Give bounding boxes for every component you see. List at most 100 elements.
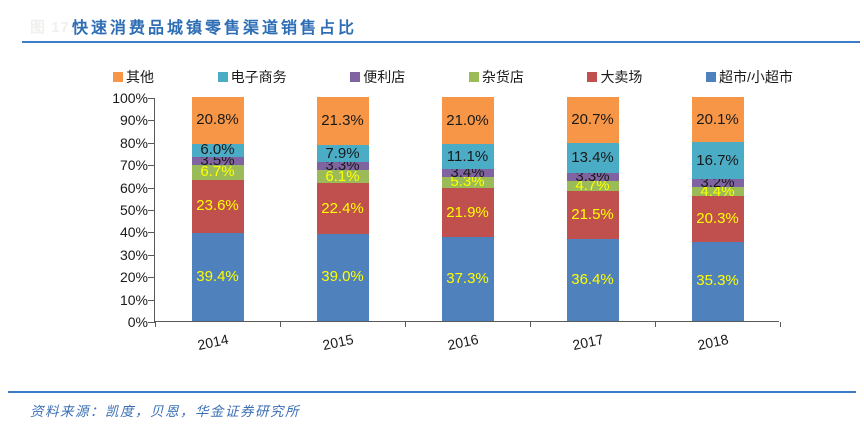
- data-label: 20.1%: [696, 110, 739, 128]
- data-label: 21.0%: [446, 111, 489, 129]
- legend-item: 超市/小超市: [706, 67, 793, 87]
- stacked-bar: 35.3% 20.3% 4.4% 3.2% 16.7% 20.1%: [691, 97, 744, 321]
- bar-segment-大卖场: 22.4%: [316, 183, 369, 234]
- data-label: 39.0%: [321, 268, 364, 286]
- y-axis-tick: [148, 322, 155, 323]
- y-tick-label: 80%: [119, 134, 148, 151]
- bar-segment-电子商务: 13.4%: [566, 143, 619, 174]
- legend-swatch-icon: [706, 72, 717, 82]
- x-axis-tick: [530, 322, 531, 327]
- data-label: 5.3%: [450, 173, 485, 191]
- x-tick-label: 2014: [195, 330, 230, 354]
- data-label: 35.3%: [696, 272, 739, 290]
- x-tick-label: 2017: [570, 330, 605, 354]
- x-axis-tick: [280, 322, 281, 327]
- legend-item-label: 电子商务: [230, 69, 287, 85]
- chart-legend: 其他 电子商务 便利店 杂货店 大卖场 超市/小超市: [113, 67, 793, 87]
- bar-segment-超市/小超市: 39.4%: [191, 232, 244, 321]
- y-tick-label: 30%: [119, 246, 148, 263]
- y-tick-label: 50%: [119, 202, 148, 218]
- y-axis-tick: [148, 120, 155, 122]
- title-divider: [22, 41, 860, 43]
- data-label: 6.1%: [325, 167, 360, 185]
- bar-segment-电子商务: 16.7%: [691, 142, 744, 180]
- data-label: 11.1%: [446, 147, 489, 165]
- bar-segment-杂货店: 5.3%: [441, 173, 494, 191]
- bar-segment-超市/小超市: 39.0%: [316, 233, 369, 321]
- bar-segment-超市/小超市: 35.3%: [691, 241, 744, 321]
- x-axis-tick: [155, 322, 156, 327]
- y-tick-label: 40%: [119, 224, 148, 241]
- legend-item: 便利店: [350, 67, 405, 87]
- data-label: 39.4%: [196, 267, 239, 285]
- y-tick-label: 100%: [112, 90, 148, 106]
- legend-item-label: 其他: [126, 69, 154, 85]
- legend-swatch-icon: [113, 72, 123, 82]
- legend-swatch-icon: [587, 72, 598, 82]
- bar-segment-便利店: 3.2%: [691, 175, 744, 191]
- legend-item-label: 大卖场: [600, 69, 643, 85]
- stacked-bar: 39.4% 23.6% 6.7% 3.5% 6.0% 20.8%: [191, 97, 244, 321]
- figure-number: 图 17:: [30, 19, 76, 36]
- bar-segment-电子商务: 7.9%: [316, 144, 369, 163]
- y-axis-tick: [148, 210, 155, 211]
- bar-segment-便利店: 3.3%: [316, 158, 369, 174]
- y-tick-label: 70%: [119, 157, 148, 174]
- data-label: 21.3%: [321, 111, 364, 129]
- y-tick-label: 10%: [119, 291, 148, 308]
- data-label: 7.9%: [325, 144, 360, 162]
- bar-segment-便利店: 3.4%: [441, 164, 494, 180]
- data-label: 23.6%: [196, 197, 239, 215]
- x-tick-label: 2016: [445, 330, 480, 354]
- x-axis-tick: [780, 322, 781, 327]
- data-label: 4.7%: [575, 177, 610, 195]
- bar-segment-杂货店: 4.4%: [691, 182, 744, 200]
- bar-segment-杂货店: 6.1%: [316, 167, 369, 185]
- x-tick-label: 2015: [320, 330, 355, 354]
- bar-segment-其他: 21.0%: [441, 97, 494, 145]
- bar-segment-大卖场: 23.6%: [191, 179, 244, 233]
- x-axis-tick: [655, 322, 656, 327]
- y-tick-label: 20%: [119, 269, 148, 286]
- data-label: 6.7%: [200, 163, 235, 181]
- data-label: 20.8%: [196, 111, 239, 129]
- y-tick-label: 60%: [119, 179, 148, 196]
- plot-area: 39.4% 23.6% 6.7% 3.5% 6.0% 20.8% 39.0% 22.4% 6.1…: [148, 97, 781, 327]
- y-tick-label: 0%: [127, 314, 148, 330]
- y-axis-tick: [148, 232, 155, 234]
- x-tick-label: 2018: [695, 330, 730, 354]
- y-tick-label: 90%: [119, 112, 148, 129]
- data-label: 21.5%: [571, 206, 614, 224]
- bar-segment-其他: 20.7%: [566, 97, 619, 144]
- legend-item-label: 便利店: [363, 69, 406, 85]
- stacked-bar: 37.3% 21.9% 5.3% 3.4% 11.1% 21.0%: [441, 97, 494, 321]
- y-axis-tick: [148, 187, 155, 189]
- data-label: 20.3%: [696, 210, 739, 228]
- data-label: 4.4%: [700, 182, 735, 200]
- legend-item: 其他: [113, 67, 154, 87]
- legend-item-label: 杂货店: [481, 69, 524, 85]
- bar-segment-其他: 20.1%: [691, 97, 744, 143]
- data-label: 13.4%: [571, 149, 614, 167]
- data-label: 21.9%: [446, 203, 489, 221]
- bar-segment-电子商务: 6.0%: [191, 141, 244, 159]
- bar-segment-其他: 21.3%: [316, 97, 369, 145]
- data-label: 20.7%: [571, 111, 614, 129]
- legend-item-label: 超市/小超市: [719, 69, 793, 85]
- legend-swatch-icon: [217, 72, 228, 82]
- y-axis-tick: [148, 165, 155, 167]
- bar-segment-超市/小超市: 36.4%: [566, 239, 619, 321]
- y-axis-tick: [148, 98, 155, 99]
- y-axis-tick: [148, 277, 155, 279]
- bar-segment-电子商务: 11.1%: [441, 144, 494, 169]
- legend-item: 大卖场: [587, 67, 642, 87]
- data-label: 16.7%: [696, 151, 739, 169]
- legend-swatch-icon: [350, 72, 361, 82]
- bar-segment-杂货店: 6.7%: [191, 163, 244, 181]
- stacked-bar: 36.4% 21.5% 4.7% 3.3% 13.4% 20.7%: [566, 97, 619, 321]
- legend-swatch-icon: [468, 72, 479, 82]
- bar-segment-大卖场: 21.5%: [566, 191, 619, 240]
- bar-segment-大卖场: 20.3%: [691, 196, 744, 242]
- x-axis-tick: [405, 322, 406, 327]
- data-label: 6.0%: [200, 141, 235, 159]
